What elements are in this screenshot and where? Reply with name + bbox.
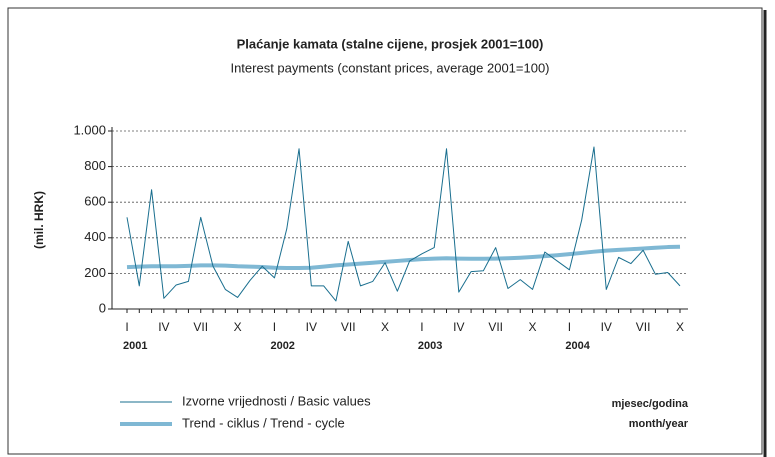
- x-tick-label: I: [420, 320, 423, 334]
- year-label: 2003: [418, 340, 442, 352]
- y-tick-label: 400: [84, 229, 106, 244]
- chart-subtitle: Interest payments (constant prices, aver…: [230, 60, 549, 75]
- x-tick-label: I: [125, 320, 128, 334]
- x-tick-label: VII: [488, 320, 503, 334]
- year-label: 2001: [123, 340, 147, 352]
- x-tick-label: X: [676, 320, 684, 334]
- x-tick-label: IV: [306, 320, 317, 334]
- x-axis-label-en: month/year: [629, 418, 689, 430]
- y-tick-label: 600: [84, 194, 106, 209]
- series-line: [126, 146, 681, 302]
- x-tick-label: VII: [193, 320, 208, 334]
- x-tick-label: X: [381, 320, 389, 334]
- y-tick-label: 1.000: [73, 122, 106, 137]
- y-axis-label: (mil. HRK): [32, 191, 46, 249]
- x-tick-label: IV: [453, 320, 464, 334]
- legend-label: Izvorne vrijednosti / Basic values: [182, 393, 371, 408]
- x-tick-label: I: [273, 320, 276, 334]
- x-tick-label: VII: [341, 320, 356, 334]
- legend-label: Trend - ciklus / Trend - cycle: [182, 415, 345, 430]
- x-tick-label: VII: [636, 320, 651, 334]
- x-tick-label: I: [568, 320, 571, 334]
- year-label: 2002: [270, 340, 294, 352]
- chart-title: Plaćanje kamata (stalne cijene, prosjek …: [237, 36, 544, 51]
- frame: [7, 7, 763, 455]
- year-label: 2004: [565, 340, 590, 352]
- x-tick-label: X: [234, 320, 242, 334]
- x-axis-label: mjesec/godina: [612, 398, 689, 410]
- x-tick-label: X: [529, 320, 537, 334]
- x-tick-label: IV: [158, 320, 169, 334]
- y-tick-label: 200: [84, 265, 106, 280]
- y-tick-label: 0: [99, 300, 106, 315]
- y-tick-label: 800: [84, 158, 106, 173]
- x-tick-label: IV: [601, 320, 612, 334]
- series-line: [126, 244, 681, 271]
